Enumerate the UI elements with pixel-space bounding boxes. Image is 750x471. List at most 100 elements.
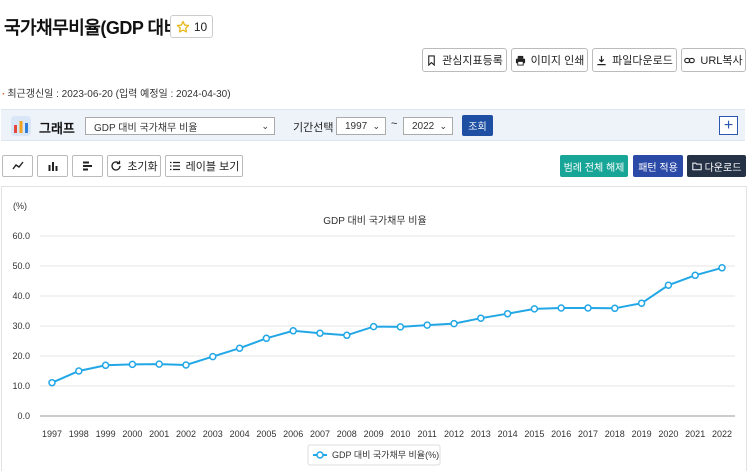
filter-bar: 그래프 GDP 대비 국가채무 비율 ⌄ 기간선택 1997 ⌄ ~ 2022 …	[1, 109, 745, 141]
folder-icon	[691, 162, 702, 171]
y-tick-label: 0.0	[17, 411, 30, 421]
list-icon	[169, 161, 180, 171]
bar-chart-button[interactable]	[37, 155, 68, 177]
line-chart-button[interactable]	[2, 155, 33, 177]
copy-url-button[interactable]: URL복사	[681, 48, 746, 72]
data-point	[611, 304, 619, 313]
x-tick-label: 2000	[122, 429, 142, 439]
x-tick-label: 2006	[283, 429, 303, 439]
data-point	[369, 322, 378, 331]
reset-button[interactable]: 초기화	[107, 155, 161, 177]
period-separator: ~	[391, 118, 398, 130]
legend-label: GDP 대비 국가채무 비율(%)	[332, 450, 439, 460]
data-point	[477, 314, 485, 322]
from-year-select[interactable]: 1997 ⌄	[336, 117, 386, 135]
bullet-icon: ·	[2, 89, 6, 100]
chart-panel	[1, 186, 747, 471]
x-tick-label: 2016	[551, 429, 571, 439]
x-tick-label: 2013	[471, 429, 491, 439]
chevron-down-icon: ⌄	[261, 121, 269, 131]
data-point	[503, 309, 512, 318]
pattern-apply-button[interactable]: 패턴 적용	[633, 155, 683, 177]
x-tick-label: 2005	[256, 429, 276, 439]
line-chart: (%) GDP 대비 국가채무 비율 0.0 10.0 20.0 30.0 40.0 50.0…	[12, 201, 735, 466]
x-tick-label: 2018	[605, 429, 625, 439]
legend-release-all-button[interactable]: 범례 전체 해제	[560, 155, 628, 177]
data-point	[530, 305, 539, 313]
y-tick-label: 10.0	[12, 381, 30, 391]
from-year-value: 1997	[345, 120, 368, 132]
y-tick-label: 20.0	[12, 351, 30, 361]
data-point	[289, 327, 297, 335]
data-point	[450, 319, 458, 328]
favorite-count: 10	[193, 19, 208, 34]
data-point	[557, 304, 565, 312]
x-tick-label: 2001	[149, 429, 169, 439]
chart-download-label: 다운로드	[704, 162, 742, 174]
data-point	[101, 361, 110, 370]
y-tick-label: 30.0	[12, 321, 30, 331]
copy-url-label: URL복사	[700, 55, 743, 67]
x-tick-label: 2022	[712, 429, 732, 439]
query-button[interactable]: 조회	[462, 115, 493, 136]
x-tick-label: 2004	[230, 429, 250, 439]
x-tick-label: 2009	[364, 429, 384, 439]
to-year-value: 2022	[412, 120, 435, 132]
x-tick-label: 1998	[69, 429, 89, 439]
legend[interactable]: GDP 대비 국가채무 비율(%)	[307, 444, 441, 466]
printer-icon	[515, 55, 525, 66]
x-tick-label: 2010	[390, 429, 410, 439]
graph-label: 그래프	[39, 121, 75, 136]
favorite-button[interactable]: 10	[170, 15, 213, 38]
horizontal-bar-chart-button[interactable]	[72, 155, 103, 177]
x-tick-label: 2007	[310, 429, 330, 439]
file-download-button[interactable]: 파일다운로드	[592, 48, 677, 72]
bookmark-icon	[428, 54, 435, 66]
indicator-select[interactable]: GDP 대비 국가채무 비율 ⌄	[85, 117, 275, 135]
x-tick-label: 1997	[42, 429, 62, 439]
y-tick-label: 60.0	[12, 231, 30, 241]
refresh-icon	[111, 160, 121, 171]
print-image-button[interactable]: 이미지 인쇄	[511, 48, 588, 72]
download-icon	[597, 55, 606, 65]
chevron-down-icon: ⌄	[372, 121, 380, 131]
bookmark-indicator-button[interactable]: 관심지표등록	[422, 48, 507, 72]
x-tick-label: 2017	[578, 429, 598, 439]
y-axis-label: (%)	[13, 201, 27, 211]
expand-plus-button[interactable]: +	[719, 116, 738, 135]
data-point	[235, 344, 244, 352]
data-point	[128, 360, 137, 369]
print-label: 이미지 인쇄	[530, 55, 585, 67]
data-point	[343, 331, 351, 340]
page-title: 국가채무비율(GDP 대비)	[4, 18, 186, 38]
x-tick-label: 2012	[444, 429, 464, 439]
reset-label: 초기화	[127, 161, 158, 173]
x-tick-label: 2021	[685, 429, 705, 439]
x-tick-label: 1999	[96, 429, 116, 439]
data-point	[75, 367, 83, 375]
line-chart-icon	[11, 161, 24, 170]
to-year-select[interactable]: 2022 ⌄	[403, 117, 453, 135]
x-tick-label: 2014	[498, 429, 518, 439]
data-point	[691, 271, 699, 280]
data-point	[316, 329, 324, 337]
chevron-down-icon: ⌄	[439, 121, 447, 131]
period-label: 기간선택	[293, 122, 334, 134]
data-point	[396, 323, 405, 331]
data-point	[182, 361, 190, 369]
y-tick-label: 50.0	[12, 261, 30, 271]
data-point	[209, 352, 217, 361]
legend-box[interactable]	[307, 444, 441, 466]
x-tick-label: 2002	[176, 429, 196, 439]
x-tick-label: 2019	[632, 429, 652, 439]
data-point	[262, 334, 271, 343]
series-line	[51, 266, 723, 384]
data-point	[423, 321, 431, 329]
x-tick-label: 2020	[658, 429, 678, 439]
data-point	[584, 304, 592, 312]
data-point	[48, 378, 56, 387]
chart-download-button[interactable]: 다운로드	[687, 155, 746, 177]
x-tick-label: 2008	[337, 429, 357, 439]
label-view-button[interactable]: 레이블 보기	[165, 155, 243, 177]
y-tick-label: 40.0	[12, 291, 30, 301]
